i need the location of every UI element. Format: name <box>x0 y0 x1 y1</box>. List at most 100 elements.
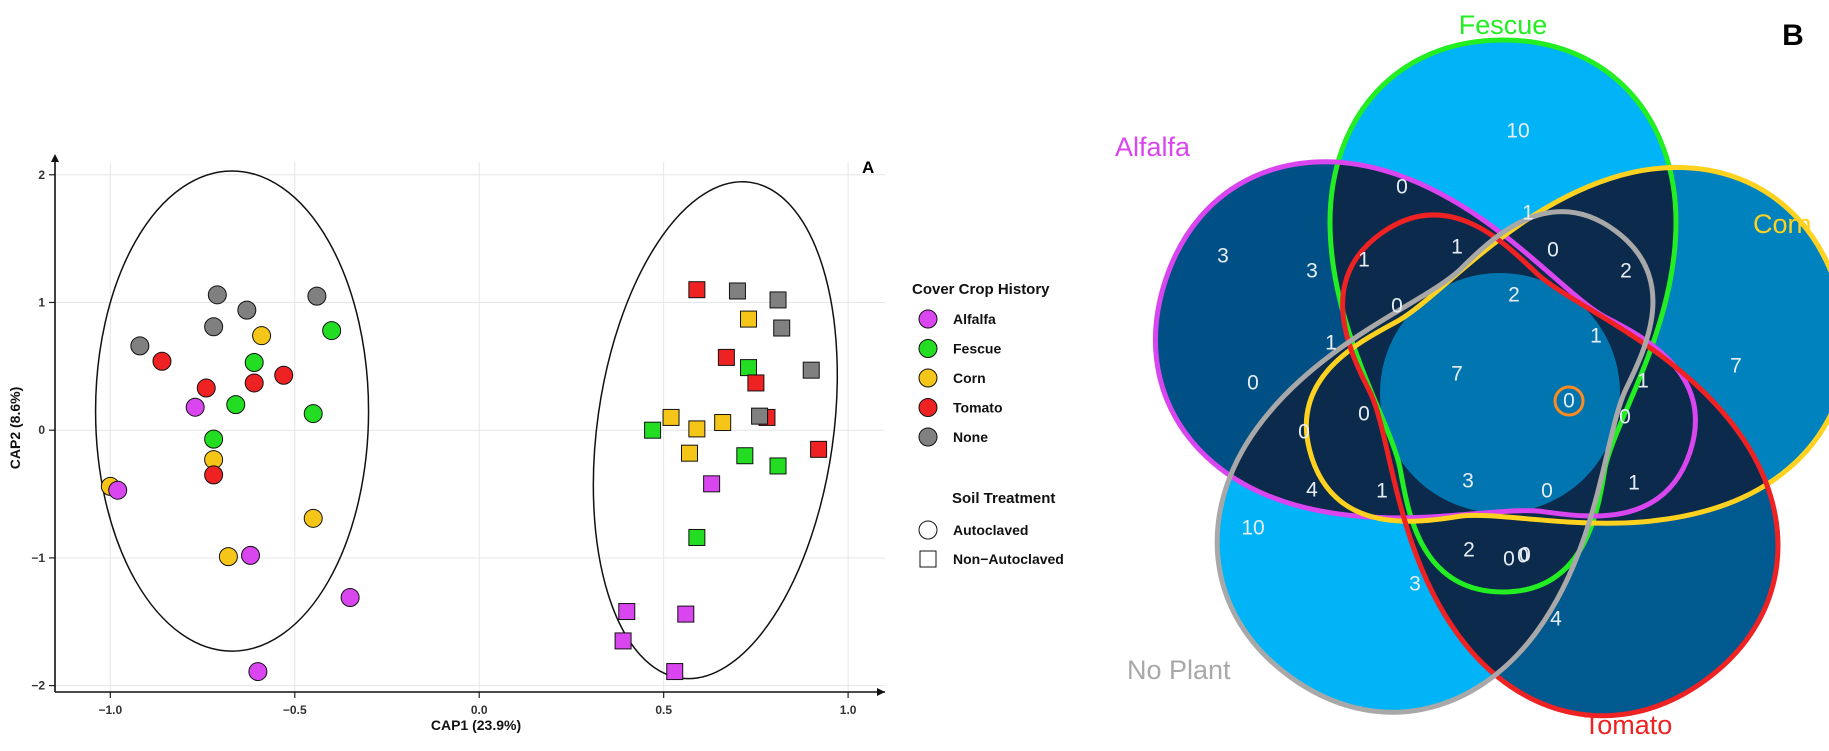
y-tick-label: 0 <box>38 423 45 437</box>
point-fescue-non-autoclaved <box>769 457 787 475</box>
point-none-autoclaved <box>207 285 227 305</box>
point-fescue-non-autoclaved <box>740 359 758 377</box>
x-tick-label: −0.5 <box>283 703 307 717</box>
region-value: 4 <box>1306 479 1318 502</box>
legend-label-none: None <box>953 429 988 445</box>
region-value: 7 <box>1730 355 1742 378</box>
set-label-fescue: Fescue <box>1459 10 1548 40</box>
point-tomato-autoclaved <box>196 378 216 398</box>
point-fescue-non-autoclaved <box>688 528 706 546</box>
region-value: 1 <box>1451 236 1463 259</box>
legend-label-corn: Corn <box>953 370 986 386</box>
point-alfalfa-autoclaved <box>248 662 268 682</box>
region-value: 0 <box>1619 406 1631 429</box>
legend-swatch-none <box>918 427 938 447</box>
legend-shape-circle <box>918 520 938 540</box>
grid-lines <box>55 162 885 692</box>
point-alfalfa-non-autoclaved <box>703 475 721 493</box>
point-corn-non-autoclaved <box>714 414 732 432</box>
point-fescue-autoclaved <box>204 429 224 449</box>
x-axis-label: CAP1 (23.9%) <box>431 717 521 733</box>
region-value: 10 <box>1506 120 1529 143</box>
point-alfalfa-autoclaved <box>108 480 128 500</box>
point-corn-non-autoclaved <box>680 444 698 462</box>
highlight-ring <box>1553 385 1585 417</box>
point-tomato-non-autoclaved <box>747 374 765 392</box>
legend-label-fescue: Fescue <box>953 341 1001 357</box>
region-value: 0 <box>1517 545 1529 568</box>
point-alfalfa-autoclaved <box>340 587 360 607</box>
y-tick-label: 2 <box>38 168 45 182</box>
region-value: 0 <box>1391 295 1403 318</box>
point-alfalfa-non-autoclaved <box>677 605 695 623</box>
point-tomato-autoclaved <box>204 465 224 485</box>
point-none-autoclaved <box>307 286 327 306</box>
legend-shape-items: Autoclaved Non−Autoclaved <box>918 520 1064 568</box>
set-label-alfalfa: Alfalfa <box>1115 132 1191 162</box>
region-value: 0 <box>1358 403 1370 426</box>
y-axis-label: CAP2 (8.6%) <box>7 387 23 469</box>
point-none-autoclaved <box>204 317 224 337</box>
x-tick-label: 0.0 <box>471 703 488 717</box>
legend-shape-title: Soil Treatment <box>952 490 1055 507</box>
point-none-non-autoclaved <box>773 319 791 337</box>
point-tomato-autoclaved <box>152 351 172 371</box>
y-tick-label: −2 <box>31 679 45 693</box>
point-alfalfa-autoclaved <box>185 397 205 417</box>
region-value: 7 <box>1451 363 1463 386</box>
point-none-non-autoclaved <box>751 407 769 425</box>
legend-shape-label: Non−Autoclaved <box>953 551 1064 567</box>
legend-swatch-tomato <box>918 398 938 417</box>
point-corn-non-autoclaved <box>662 408 680 426</box>
point-alfalfa-non-autoclaved <box>618 603 636 621</box>
region-values: 10 3 7 4 10 0 1 1 0 3 1 1 0 2 2 1 1 0 0 … <box>1217 120 1742 631</box>
legend-swatch-alfalfa <box>918 309 938 329</box>
y-tick-label: 1 <box>38 295 45 309</box>
x-axis-arrow <box>877 688 885 696</box>
legend-shape-label: Autoclaved <box>953 522 1028 538</box>
legend-swatch-fescue <box>918 339 938 358</box>
region-value-highlighted: 0 <box>1563 390 1575 413</box>
region-value: 3 <box>1462 470 1474 493</box>
point-none-non-autoclaved <box>802 361 820 379</box>
point-fescue-non-autoclaved <box>736 447 754 465</box>
region-value: 3 <box>1409 573 1421 596</box>
y-tick-label: −1 <box>31 551 45 565</box>
panel-b-label: B <box>1782 19 1804 52</box>
point-corn-non-autoclaved <box>688 420 706 438</box>
panel-b-venn: Fescue Alfalfa Corn Tomato No Plant B 10… <box>1112 10 1829 751</box>
region-value: 0 <box>1298 421 1310 444</box>
point-none-autoclaved <box>237 300 257 320</box>
region-value: 0 <box>1541 480 1553 503</box>
point-fescue-non-autoclaved <box>644 421 662 439</box>
y-axis-arrow <box>51 154 59 162</box>
point-tomato-autoclaved <box>244 373 264 393</box>
set-label-corn: Corn <box>1753 209 1812 239</box>
point-alfalfa-autoclaved <box>241 545 261 565</box>
confidence-ellipse <box>94 170 370 652</box>
region-value: 3 <box>1306 260 1318 283</box>
legend-color-title: Cover Crop History <box>912 281 1050 298</box>
region-value: 1 <box>1522 202 1534 225</box>
point-alfalfa-non-autoclaved <box>614 632 632 650</box>
region-value: 10 <box>1241 517 1264 540</box>
point-none-non-autoclaved <box>769 291 787 309</box>
region-value: 0 <box>1503 548 1515 571</box>
point-fescue-autoclaved <box>226 395 246 415</box>
region-value: 0 <box>1547 239 1559 262</box>
legend: Cover Crop History Alfalfa Fescue Corn Toma… <box>912 281 1064 568</box>
legend-shape-square <box>919 550 937 568</box>
set-label-tomato: Tomato <box>1584 710 1673 740</box>
legend-label-alfalfa: Alfalfa <box>953 311 996 327</box>
core-region <box>1380 273 1620 513</box>
point-none-autoclaved <box>130 336 150 356</box>
region-value: 1 <box>1637 370 1649 393</box>
panel-a-label: A <box>862 158 874 177</box>
point-alfalfa-non-autoclaved <box>666 663 684 681</box>
region-value: 1 <box>1376 480 1388 503</box>
point-tomato-autoclaved <box>274 365 294 385</box>
region-value: 2 <box>1508 284 1520 307</box>
legend-label-tomato: Tomato <box>953 400 1003 416</box>
